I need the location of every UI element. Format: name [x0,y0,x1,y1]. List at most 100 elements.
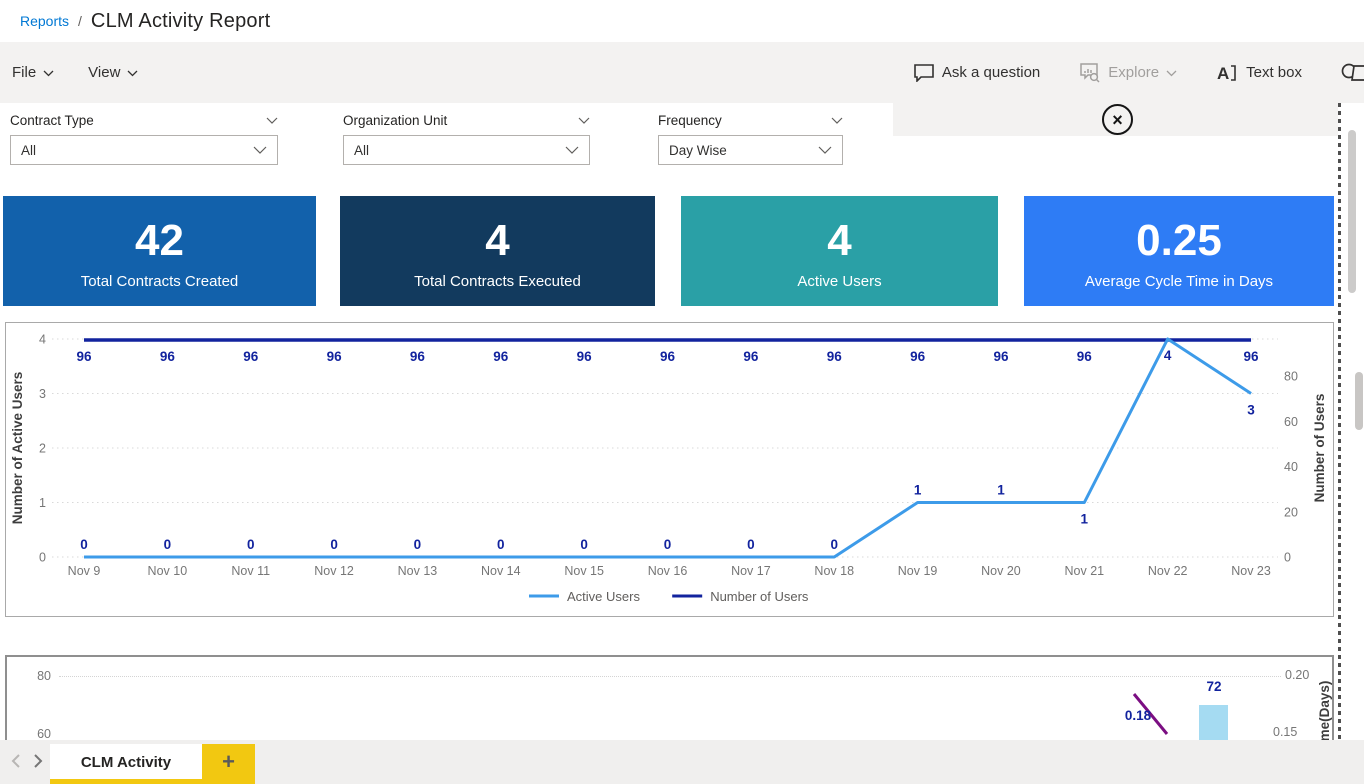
x-tick: Nov 16 [648,564,688,578]
dropdown-value: All [354,142,370,158]
page-tab-bar: CLM Activity + [0,740,1364,784]
text-box-label: Text box [1246,64,1302,81]
breadcrumb-separator: / [78,13,82,29]
active-users-line [84,337,1252,559]
kpi-card-active-users: 4 Active Users [681,196,998,306]
data-label: 96 [1077,349,1093,364]
canvas-boundary-dotted-line [1338,103,1341,741]
shapes-visual-button[interactable] [1340,61,1364,85]
explore-menu[interactable]: Explore [1078,62,1177,83]
x-tick: Nov 13 [398,564,438,578]
menu-bar: File View Ask a question [0,42,1364,103]
gridline [59,676,1281,677]
page-scrollbar-thumb[interactable] [1355,372,1363,430]
data-label: 0 [664,537,672,552]
svg-text:A: A [1217,64,1229,83]
legend-label: Number of Users [710,589,809,604]
kpi-value: 42 [135,215,184,265]
x-tick: Nov 12 [314,564,354,578]
file-menu[interactable]: File [12,64,54,81]
organization-unit-dropdown[interactable]: All [343,135,590,165]
bar-data-label: 72 [1206,679,1222,694]
y2-tick: 60 [1284,415,1298,429]
ask-a-question-button[interactable]: Ask a question [913,63,1040,82]
x-tick: Nov 11 [231,564,270,578]
y2-tick: 20 [1284,505,1298,519]
y-tick: 4 [39,333,46,347]
chevron-down-icon [43,64,54,81]
data-label: 96 [243,349,259,364]
chevron-down-icon[interactable] [831,113,843,128]
x-tick: Nov 10 [148,564,188,578]
vertical-scrollbar-thumb[interactable] [1348,130,1356,293]
data-label: 96 [577,349,593,364]
line-data-label: 0.18 [1124,708,1152,723]
x-tick: Nov 21 [1065,564,1105,578]
chevron-down-icon [127,64,138,81]
kpi-label: Average Cycle Time in Days [1084,272,1274,290]
active-tab-underline [50,779,255,784]
y-axis-title: Number of Active Users [10,372,25,525]
kpi-value: 4 [485,215,510,265]
data-label: 0 [247,537,255,552]
y2-tick: 0.20 [1285,668,1310,682]
data-label: 0 [580,537,588,552]
chevron-down-icon[interactable] [578,113,590,128]
previous-page-arrow-icon[interactable] [8,752,22,770]
text-box-button[interactable]: A Text box [1215,63,1302,83]
kpi-label: Total Contracts Created [80,272,239,290]
filter-label: Organization Unit [343,112,448,128]
dropdown-value: Day Wise [669,142,727,158]
add-page-button[interactable]: + [202,744,255,780]
x-tick: Nov 14 [481,564,521,578]
data-label: 0 [497,537,505,552]
y-tick: 80 [37,669,51,683]
filter-label: Contract Type [10,112,94,128]
close-icon[interactable]: × [1102,104,1133,135]
y-tick: 3 [39,387,46,401]
data-label: 96 [1244,349,1260,364]
filter-label: Frequency [658,112,722,128]
kpi-value: 4 [827,215,852,265]
x-tick: Nov 22 [1148,564,1188,578]
data-label: 1 [997,483,1005,498]
chevron-down-icon [1166,64,1177,81]
kpi-label: Total Contracts Executed [414,272,581,290]
view-menu[interactable]: View [88,64,138,81]
file-menu-label: File [12,64,37,81]
ask-a-question-label: Ask a question [941,64,1041,81]
chevron-down-icon[interactable] [266,113,278,128]
contract-type-dropdown[interactable]: All [10,135,278,165]
y2-tick: 80 [1284,370,1298,384]
data-label: 96 [910,349,926,364]
tab-clm-activity[interactable]: CLM Activity [50,744,202,780]
chevron-down-icon [565,143,579,158]
data-label: 96 [993,349,1009,364]
y-tick: 0 [39,551,46,565]
y2-tick: 0.15 [1273,725,1298,739]
y-tick: 2 [39,442,46,456]
data-label: 96 [160,349,176,364]
data-label: 1 [1081,512,1089,527]
data-label: 96 [76,349,92,364]
filter-contract-type: Contract Type All [10,108,278,165]
next-page-arrow-icon[interactable] [31,752,45,770]
frequency-dropdown[interactable]: Day Wise [658,135,843,165]
breadcrumb-reports-link[interactable]: Reports [20,13,70,29]
cycle-time-line [1132,693,1169,735]
kpi-card-total-contracts-executed: 4 Total Contracts Executed [340,196,655,306]
data-label: 0 [747,537,755,552]
data-label: 4 [1164,348,1172,363]
data-label: 96 [327,349,343,364]
kpi-value: 0.25 [1136,215,1222,265]
kpi-card-total-contracts-created: 42 Total Contracts Created [3,196,316,306]
users-line-chart[interactable]: 0 1 2 3 4 0 20 40 60 80 Nov 9 Nov 10 Nov 11 Nov 12 Nov… [5,322,1334,617]
speech-bubble-icon [913,63,935,82]
kpi-label: Active Users [797,272,882,290]
data-label: 0 [414,537,422,552]
data-label: 0 [80,537,88,552]
data-label: 96 [660,349,676,364]
qa-bar: × [893,103,1338,136]
